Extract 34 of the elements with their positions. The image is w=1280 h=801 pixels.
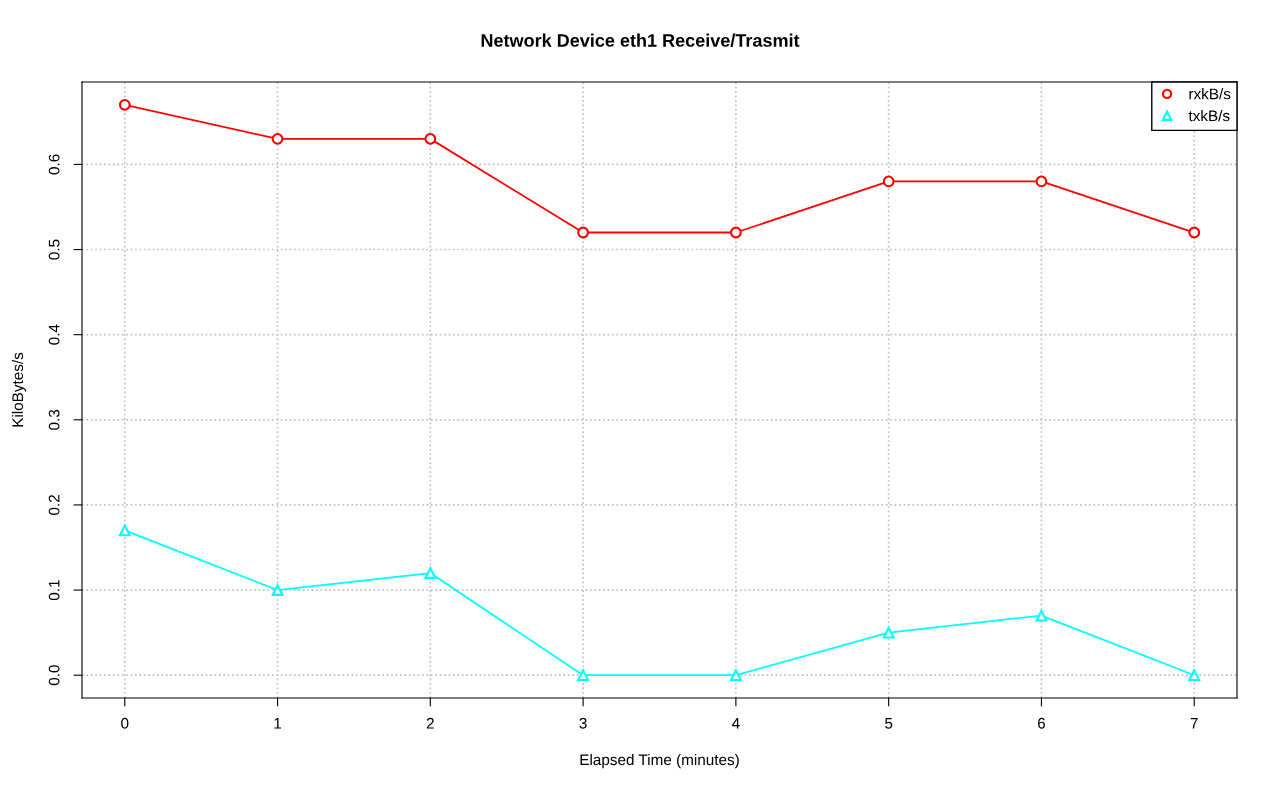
point [729,226,742,239]
x-tick-label: 0 [121,717,129,729]
y-tick-label: 0.6 [48,154,60,175]
point [577,226,590,239]
point [118,524,131,537]
point [882,626,895,639]
y-tick-label: 0.3 [48,409,60,430]
x-axis-title: Elapsed Time (minutes) [580,753,739,769]
point [1035,609,1048,622]
y-tick-label: 0.4 [48,324,60,345]
point [118,98,131,111]
y-tick-label: 0.1 [48,580,60,601]
legend-label: txkB/s [1188,109,1230,122]
x-tick-label: 3 [579,717,587,729]
chart-title: Network Device eth1 Receive/Trasmit [481,33,800,48]
legend-label: rxkB/s [1189,88,1231,100]
y-tick-label: 0.5 [48,239,60,260]
x-tick-label: 1 [274,718,282,729]
x-tick-label: 4 [731,718,740,729]
y-tick-label: 0.2 [48,495,60,515]
x-tick-label: 7 [1190,718,1198,729]
y-axis-title: KiloBytes/s [11,352,27,427]
y-tick-label: 0.0 [48,665,60,686]
point [729,669,742,682]
point [271,132,284,145]
point [1188,226,1201,239]
point [1188,669,1201,682]
point [882,175,895,188]
x-tick-label: 2 [426,717,434,729]
x-tick-label: 5 [885,718,893,729]
point [577,669,590,682]
point [424,132,437,145]
point [1035,175,1048,188]
x-tick-label: 6 [1037,717,1046,729]
